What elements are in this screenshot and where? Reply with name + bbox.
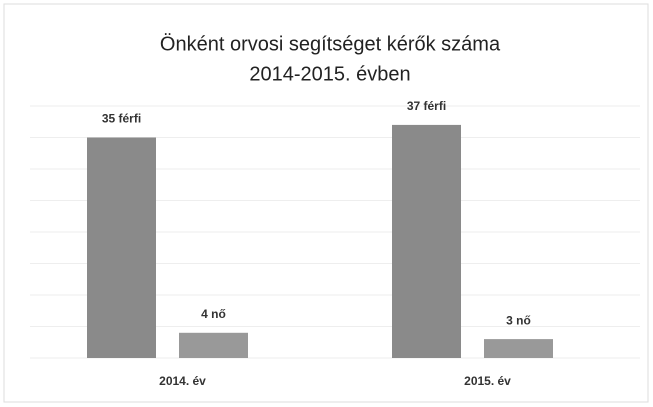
data-label: 4 nő <box>201 307 226 321</box>
chart-title: 2014-2015. évben <box>249 63 410 85</box>
x-tick-label: 2014. év <box>159 374 206 388</box>
bar <box>484 339 553 358</box>
data-label: 37 férfi <box>407 99 446 113</box>
data-label: 3 nő <box>506 313 531 327</box>
chart-title: Önként orvosi segítséget kérők száma <box>160 33 501 55</box>
x-tick-label: 2015. év <box>464 374 511 388</box>
bar <box>87 137 156 358</box>
bar <box>179 332 248 358</box>
bar <box>392 124 461 359</box>
data-label: 35 férfi <box>102 112 141 126</box>
